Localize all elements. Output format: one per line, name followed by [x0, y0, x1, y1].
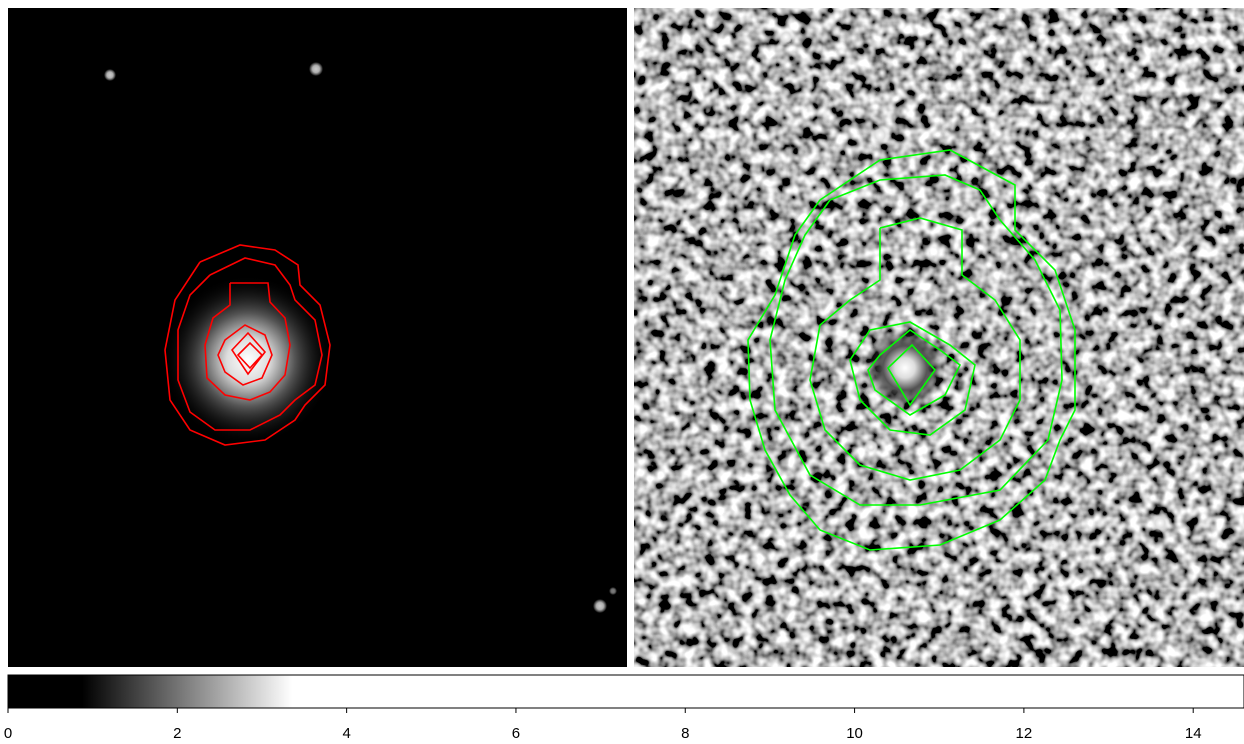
left-image — [8, 8, 627, 667]
colorbar-ticks: 0 2 4 6 8 10 12 14 — [4, 708, 1202, 742]
colorbar-tick-label: 10 — [846, 725, 863, 742]
colorbar-tick-label: 4 — [342, 725, 350, 742]
colorbar-tick-label: 0 — [4, 725, 12, 742]
page: 02468101214 (() => { const data = JSON.p… — [0, 0, 1244, 744]
viewer: 0 2 4 6 8 10 12 14 — [0, 0, 1244, 744]
right-image — [634, 8, 1244, 667]
colorbar-tick-label: 8 — [681, 725, 689, 742]
colorbar-tick-label: 12 — [1016, 725, 1033, 742]
colorbar-tick-label: 14 — [1185, 725, 1202, 742]
colorbar-tick-label: 2 — [173, 725, 181, 742]
colorbar-tick-label: 6 — [512, 725, 520, 742]
colorbar: 0 2 4 6 8 10 12 14 — [4, 675, 1244, 742]
